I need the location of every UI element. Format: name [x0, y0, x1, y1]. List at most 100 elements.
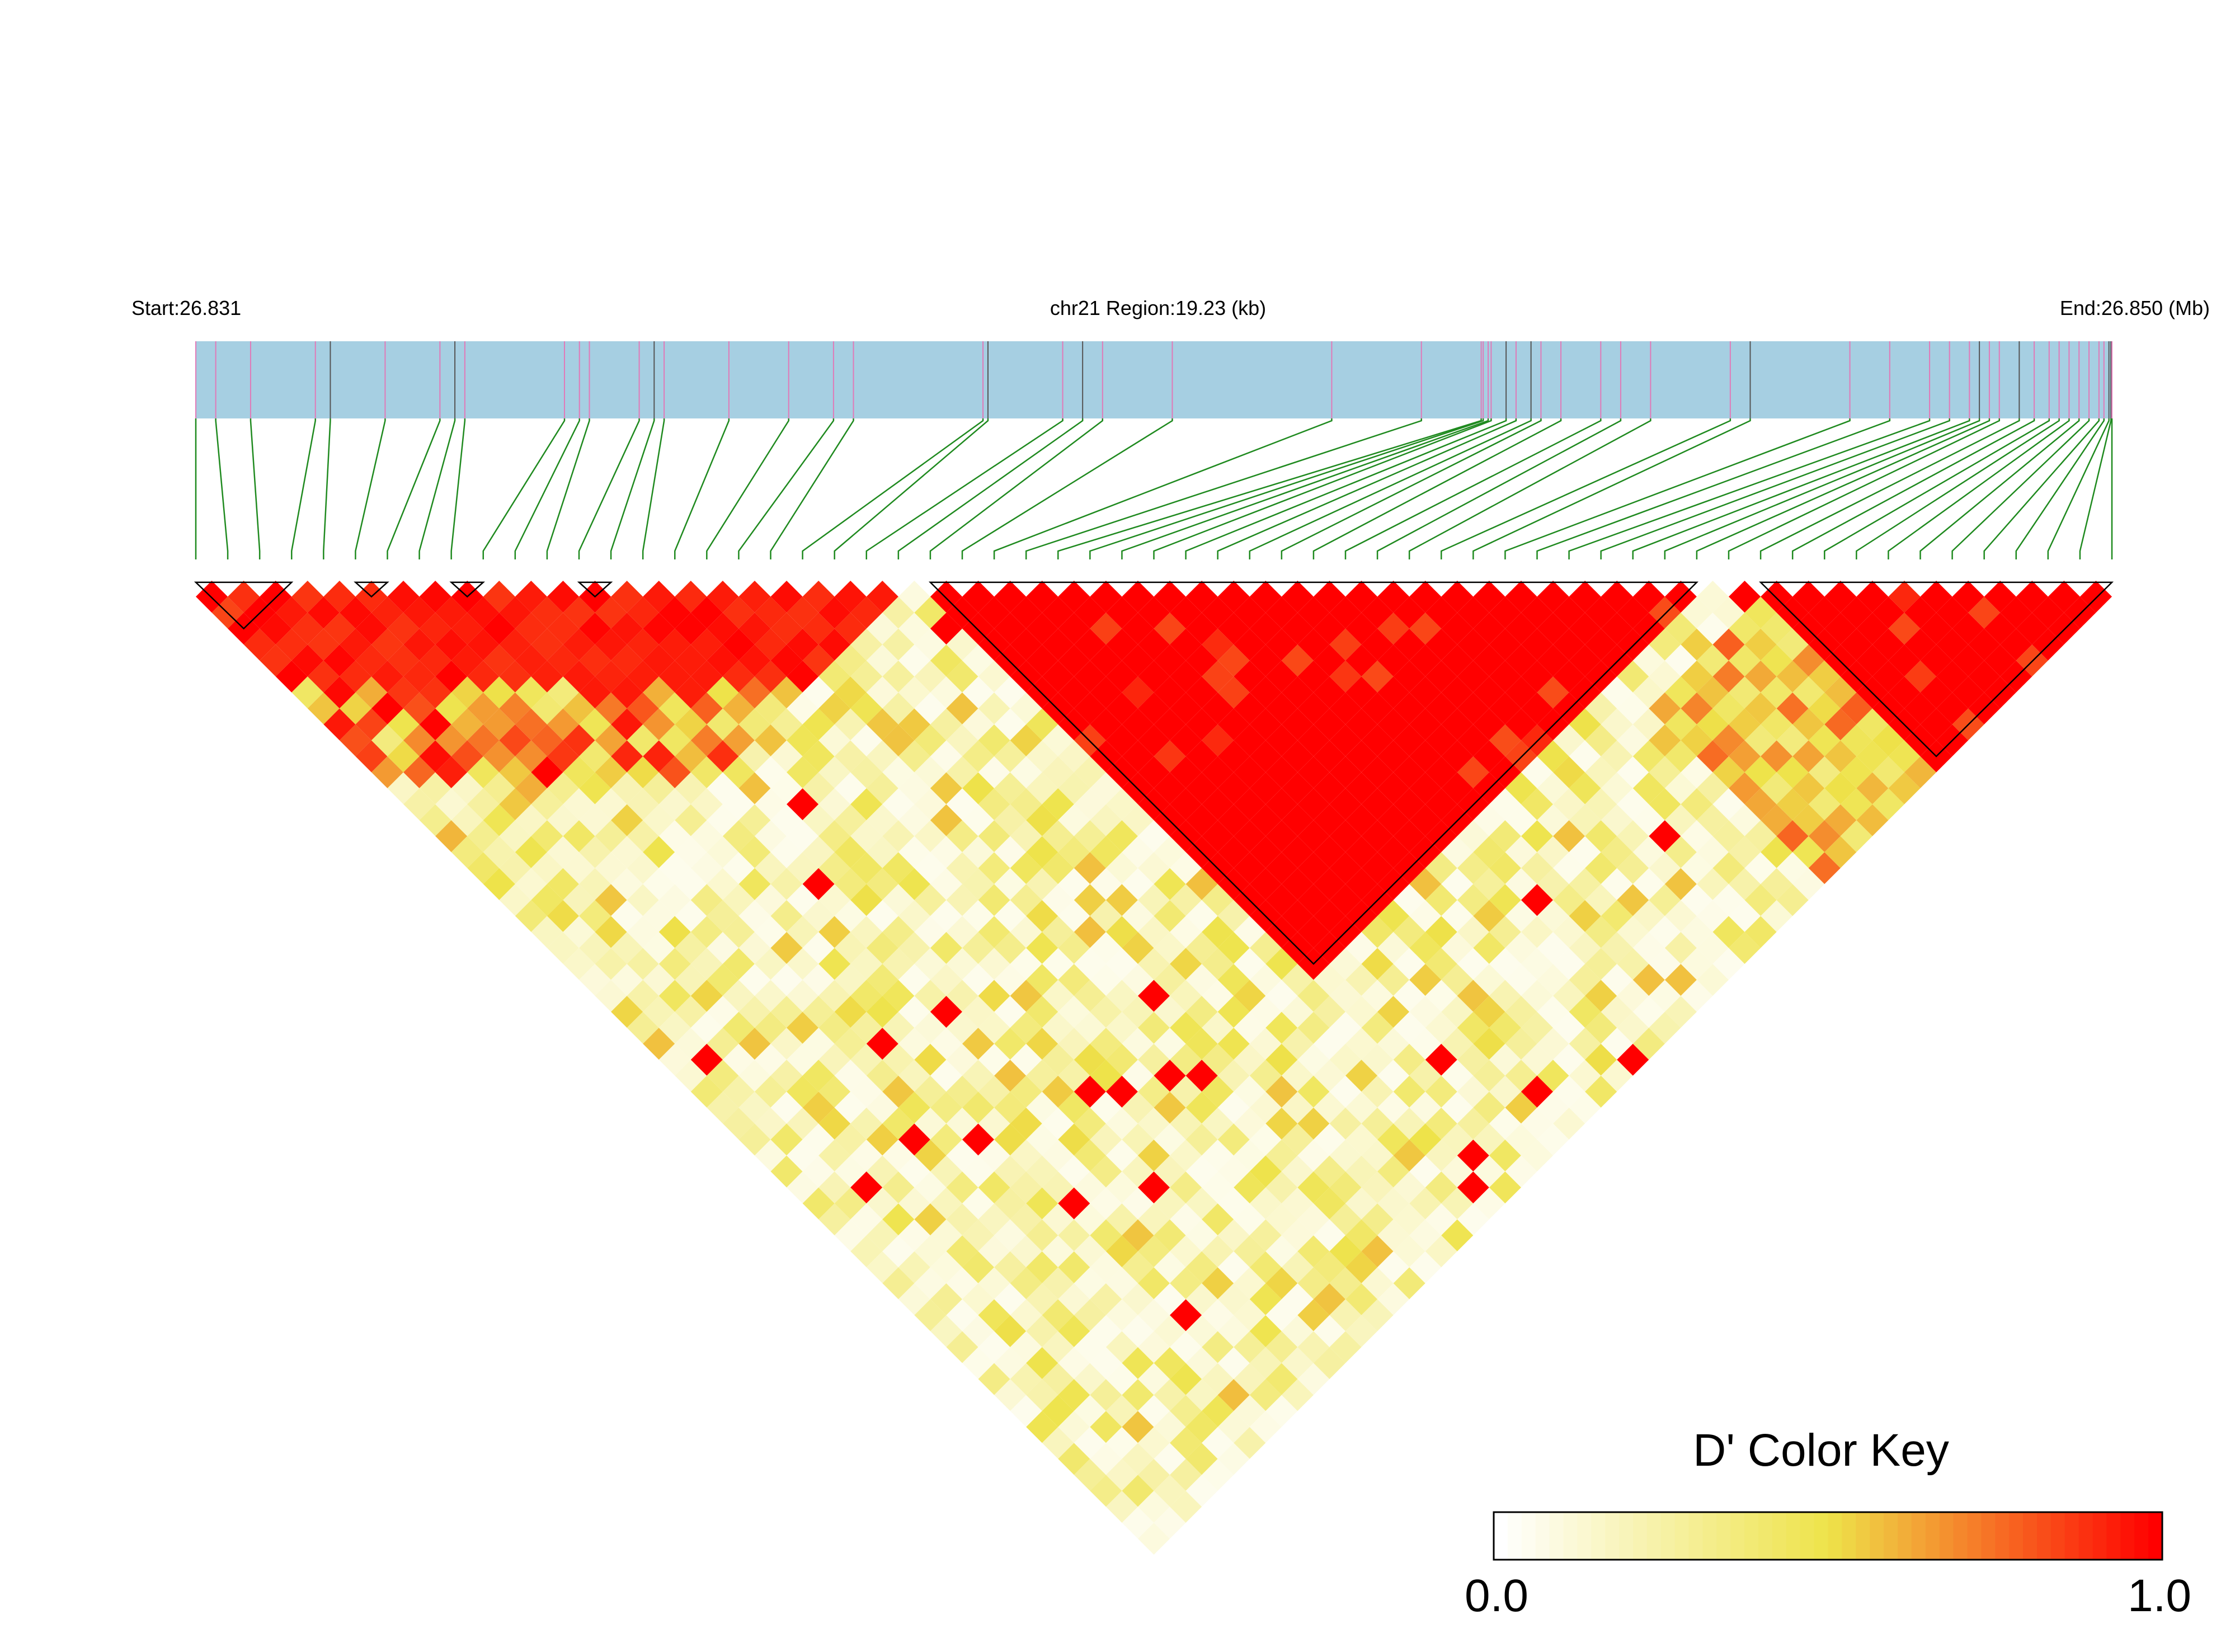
ld-cell — [1345, 613, 1378, 645]
ld-cell — [1074, 596, 1106, 629]
ld-cell — [834, 740, 867, 773]
ld-cell — [1553, 660, 1585, 693]
ld-cell — [1617, 660, 1649, 693]
ld-cell — [1185, 581, 1218, 613]
ld-cell — [611, 931, 643, 964]
ld-cell — [1217, 1379, 1250, 1411]
ld-cell — [387, 613, 420, 645]
ld-cell — [1185, 804, 1218, 836]
ld-cell — [1489, 852, 1521, 884]
ld-cell — [419, 676, 451, 709]
ld-cell — [1409, 772, 1442, 804]
ld-cell — [1920, 708, 1952, 741]
snp-connector — [355, 418, 386, 559]
ld-cell — [690, 916, 723, 948]
ld-cell — [1729, 708, 1761, 741]
ld-cell — [1122, 1187, 1154, 1220]
ld-cell — [1202, 756, 1234, 789]
ld-cell — [1664, 964, 1697, 996]
color-key-swatch — [1702, 1512, 1717, 1560]
ld-cell — [1329, 1267, 1362, 1300]
ld-cell — [1137, 724, 1170, 756]
ld-cell — [1696, 676, 1729, 709]
ld-cell — [547, 613, 579, 645]
ld-cell — [690, 948, 723, 980]
ld-cell — [787, 724, 819, 756]
ld-cell — [371, 628, 404, 661]
ld-cell — [1473, 1187, 1505, 1220]
ld-cell — [802, 676, 835, 709]
ld-cell — [1329, 724, 1362, 756]
ld-cell — [1249, 708, 1282, 741]
ld-cell — [1170, 852, 1202, 884]
ld-cell — [643, 996, 675, 1028]
ld-cell — [1042, 692, 1074, 724]
ld-cell — [1074, 852, 1106, 884]
ld-cell — [1840, 628, 1872, 661]
ld-cell — [579, 613, 611, 645]
ld-cell — [946, 788, 978, 821]
ld-cell — [1553, 884, 1585, 916]
ld-cell — [1425, 692, 1457, 724]
ld-cell — [914, 660, 947, 693]
ld-cell — [914, 756, 947, 789]
ld-cell — [946, 1139, 978, 1172]
ld-cell — [1265, 852, 1298, 884]
ld-cell — [994, 772, 1027, 804]
ld-cell — [1185, 1251, 1218, 1283]
ld-cell — [595, 820, 627, 853]
ld-cell — [1042, 628, 1074, 661]
ld-cell — [611, 644, 643, 677]
ld-cell — [1569, 676, 1601, 709]
ld-cell — [898, 931, 930, 964]
ld-cell — [451, 644, 483, 677]
ld-cell — [1409, 868, 1442, 900]
ld-cell — [1649, 1011, 1681, 1044]
ld-cell — [1712, 884, 1745, 916]
ld-cell — [787, 788, 819, 821]
ld-cell — [1234, 1395, 1266, 1427]
ld-cell — [802, 996, 835, 1028]
ld-cell — [978, 852, 1010, 884]
ld-cell — [1473, 996, 1505, 1028]
ld-cell — [1137, 1490, 1170, 1523]
ld-cell — [1122, 1347, 1154, 1380]
ld-cell — [1329, 1235, 1362, 1268]
ld-cell — [1234, 916, 1266, 948]
ld-cell — [275, 628, 308, 661]
ld-cell — [787, 628, 819, 661]
ld-cell — [1137, 884, 1170, 916]
ld-cell — [1217, 1283, 1250, 1315]
ld-cell — [1601, 644, 1633, 677]
ld-cell — [978, 628, 1010, 661]
ld-cell — [1074, 1107, 1106, 1140]
ld-cell — [1601, 772, 1633, 804]
ld-cell — [1090, 613, 1122, 645]
ld-cell — [1521, 788, 1554, 821]
snp-connector — [1759, 418, 2020, 559]
ld-cell — [898, 964, 930, 996]
ld-cell — [643, 964, 675, 996]
ld-cell — [1425, 788, 1457, 821]
ld-cell — [1217, 676, 1250, 709]
ld-cell — [787, 852, 819, 884]
ld-cell — [1553, 724, 1585, 756]
color-key-bar — [1493, 1511, 2163, 1561]
ld-cell — [451, 613, 483, 645]
ld-cell — [1026, 1379, 1058, 1411]
ld-cell — [1234, 788, 1266, 821]
ld-cell — [547, 836, 579, 868]
ld-cell — [658, 1011, 691, 1044]
ld-cell — [738, 644, 771, 677]
ld-cell — [1824, 613, 1857, 645]
ld-cell — [1521, 948, 1554, 980]
ld-cell — [1313, 740, 1345, 773]
ld-cell — [1393, 1043, 1425, 1076]
ld-cell — [1154, 1283, 1186, 1315]
ld-cell — [1217, 996, 1250, 1028]
ld-cell — [1664, 868, 1697, 900]
ld-cell — [1026, 1315, 1058, 1347]
color-key-swatch — [1535, 1512, 1550, 1560]
ld-cell — [1185, 708, 1218, 741]
ld-cell — [1457, 948, 1489, 980]
